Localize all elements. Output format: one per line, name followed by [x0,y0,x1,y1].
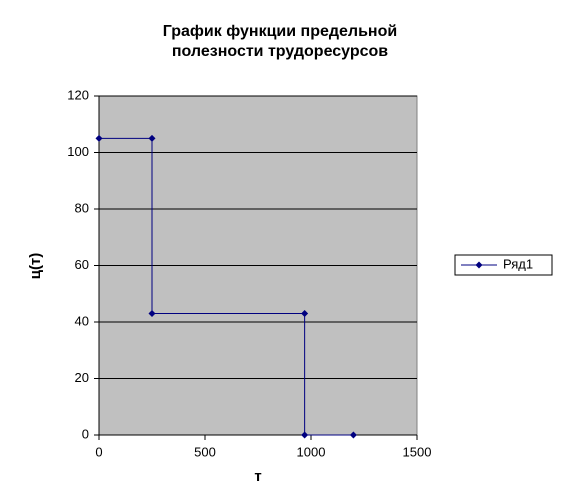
y-tick-label: 60 [75,257,89,272]
data-point [349,431,357,439]
y-tick-label: 80 [75,200,89,215]
y-axis-title: ц(т) [27,253,44,280]
data-point [148,310,156,318]
y-tick-label: 0 [82,426,89,441]
legend-label: Ряд1 [503,256,533,271]
y-tick-label: 20 [75,370,89,385]
y-tick-label: 100 [67,144,89,159]
y-tick-label: 40 [75,313,89,328]
y-tick-label: 120 [67,87,89,102]
data-point [301,310,309,318]
legend-marker [475,261,483,269]
data-point [301,431,309,439]
chart-title: График функции предельной [163,23,397,40]
series-line [99,137,354,436]
data-point [148,134,156,142]
legend-box [454,254,553,276]
chart-title: полезности трудоресурсов [172,43,388,60]
x-tick-label: 500 [194,444,216,459]
x-axis-title: т [254,468,261,485]
x-tick-label: 1000 [297,444,326,459]
x-tick-label: 0 [95,444,102,459]
data-point [95,134,103,142]
x-tick-label: 1500 [403,444,432,459]
